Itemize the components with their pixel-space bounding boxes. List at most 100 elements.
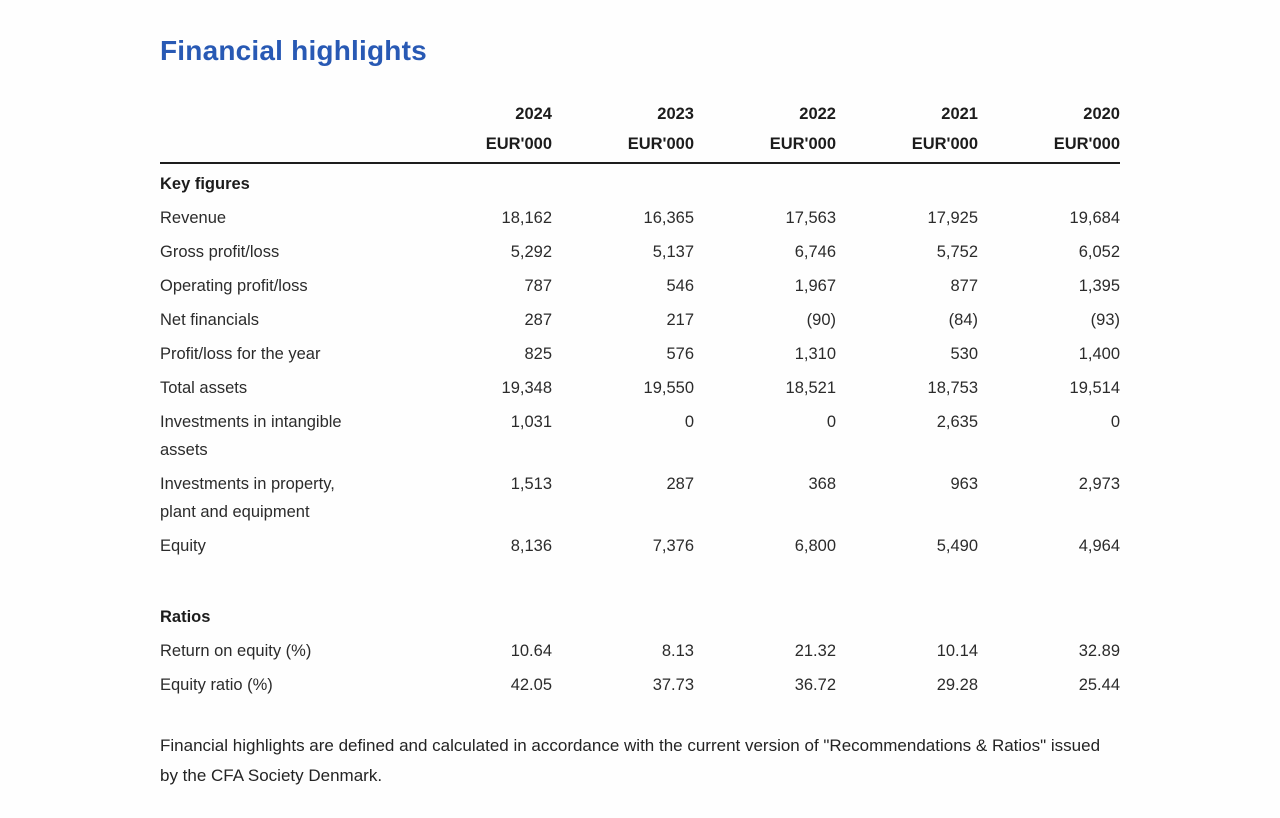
row-value: 32.89 bbox=[1078, 642, 1120, 660]
row-value: 368 bbox=[808, 475, 836, 493]
table-row: Net financials 287 217 (90) (84) (93) bbox=[160, 303, 1120, 337]
section-header-row: Ratios bbox=[160, 563, 1120, 634]
row-value: 1,310 bbox=[794, 345, 836, 363]
table-row: Investments in property, plant and equip… bbox=[160, 467, 1120, 529]
row-value: 42.05 bbox=[510, 676, 552, 694]
table-row: Investments in intangible assets 1,031 0 0 2… bbox=[160, 405, 1120, 467]
section-label: Ratios bbox=[160, 608, 211, 626]
row-value: 10.14 bbox=[936, 642, 978, 660]
row-value: 10.64 bbox=[510, 642, 552, 660]
row-value: 16,365 bbox=[643, 209, 694, 227]
row-value: 2,973 bbox=[1078, 475, 1120, 493]
row-value: 37.73 bbox=[652, 676, 694, 694]
row-value: 19,550 bbox=[643, 379, 694, 397]
row-value: 963 bbox=[950, 475, 978, 493]
row-value: 18,162 bbox=[501, 209, 552, 227]
row-value: 29.28 bbox=[936, 676, 978, 694]
row-label: Profit/loss for the year bbox=[160, 345, 321, 363]
row-label: Gross profit/loss bbox=[160, 243, 280, 261]
row-value: 1,513 bbox=[510, 475, 552, 493]
row-value: 8.13 bbox=[661, 642, 694, 660]
row-value: 2,635 bbox=[936, 413, 978, 431]
unit-label: EUR'000 bbox=[836, 129, 978, 164]
row-value: 576 bbox=[666, 345, 694, 363]
row-label: Equity ratio (%) bbox=[160, 676, 273, 694]
table-row: Total assets 19,348 19,550 18,521 18,753 19,5… bbox=[160, 371, 1120, 405]
year-header-2023: 2023 bbox=[657, 105, 694, 123]
table-row: Operating profit/loss 787 546 1,967 877 1,395 bbox=[160, 269, 1120, 303]
table-row: Equity ratio (%) 42.05 37.73 36.72 29.28 25.4… bbox=[160, 668, 1120, 702]
table-row: Profit/loss for the year 825 576 1,310 530 1,… bbox=[160, 337, 1120, 371]
page-title: Financial highlights bbox=[160, 35, 427, 66]
row-value: 546 bbox=[666, 277, 694, 295]
row-value: 1,031 bbox=[510, 413, 552, 431]
row-label: Investments in property, plant and equip… bbox=[160, 475, 335, 521]
row-value: 0 bbox=[1110, 413, 1120, 431]
row-value: 18,521 bbox=[785, 379, 836, 397]
year-header-2021: 2021 bbox=[941, 105, 978, 123]
row-label: Revenue bbox=[160, 209, 227, 227]
row-label: Investments in intangible assets bbox=[160, 413, 342, 459]
row-label: Equity bbox=[160, 537, 206, 555]
row-label: Operating profit/loss bbox=[160, 277, 308, 295]
section-label: Key figures bbox=[160, 175, 250, 193]
row-value: 21.32 bbox=[794, 642, 836, 660]
row-value: 217 bbox=[666, 311, 694, 329]
unit-label: EUR'000 bbox=[552, 129, 694, 164]
row-value: 1,395 bbox=[1078, 277, 1120, 295]
row-value: 5,490 bbox=[936, 537, 978, 555]
row-value: 287 bbox=[666, 475, 694, 493]
row-value: 530 bbox=[950, 345, 978, 363]
header-spacer bbox=[160, 129, 410, 164]
unit-label: EUR'000 bbox=[694, 129, 836, 164]
table-row: Return on equity (%) 10.64 8.13 21.32 10.14 3… bbox=[160, 634, 1120, 668]
row-value: 6,052 bbox=[1078, 243, 1120, 261]
row-value: 8,136 bbox=[510, 537, 552, 555]
row-label: Return on equity (%) bbox=[160, 642, 312, 660]
footnote: Financial highlights are defined and cal… bbox=[160, 736, 1101, 785]
row-value: 1,400 bbox=[1078, 345, 1120, 363]
row-value: 287 bbox=[524, 311, 552, 329]
table-row: Gross profit/loss 5,292 5,137 6,746 5,752 6,0… bbox=[160, 235, 1120, 269]
table-body: Key figures Revenue 18,162 16,365 17,563 17,9… bbox=[160, 163, 1120, 702]
row-value: 0 bbox=[684, 413, 694, 431]
row-value: 825 bbox=[524, 345, 552, 363]
row-value: 19,348 bbox=[501, 379, 552, 397]
financial-highlights-table: 2024 2023 2022 2021 2020 EUR'000 EUR'000 EUR'0… bbox=[160, 99, 1120, 702]
row-value: 877 bbox=[950, 277, 978, 295]
row-value: 1,967 bbox=[794, 277, 836, 295]
table-header: 2024 2023 2022 2021 2020 EUR'000 EUR'000 EUR'0… bbox=[160, 99, 1120, 164]
page-content: Financial highlights 2024 2023 2022 2021 202… bbox=[160, 34, 1120, 791]
section-header-row: Key figures bbox=[160, 163, 1120, 201]
row-value: (84) bbox=[948, 311, 978, 329]
year-header-2024: 2024 bbox=[515, 105, 552, 123]
row-value: 6,800 bbox=[794, 537, 836, 555]
row-value: 18,753 bbox=[927, 379, 978, 397]
row-value: 19,514 bbox=[1069, 379, 1120, 397]
row-label: Total assets bbox=[160, 379, 248, 397]
row-value: 5,137 bbox=[652, 243, 694, 261]
row-value: (93) bbox=[1090, 311, 1120, 329]
row-value: 6,746 bbox=[794, 243, 836, 261]
header-spacer bbox=[160, 99, 410, 129]
row-value: 25.44 bbox=[1078, 676, 1120, 694]
row-value: 5,752 bbox=[936, 243, 978, 261]
row-value: 17,563 bbox=[785, 209, 836, 227]
row-value: 19,684 bbox=[1069, 209, 1120, 227]
unit-label: EUR'000 bbox=[410, 129, 552, 164]
row-value: (90) bbox=[806, 311, 836, 329]
row-value: 787 bbox=[524, 277, 552, 295]
unit-label: EUR'000 bbox=[978, 129, 1120, 164]
row-value: 36.72 bbox=[794, 676, 836, 694]
row-value: 17,925 bbox=[927, 209, 978, 227]
year-header-row: 2024 2023 2022 2021 2020 bbox=[160, 99, 1120, 129]
year-header-2020: 2020 bbox=[1083, 105, 1120, 123]
row-label: Net financials bbox=[160, 311, 260, 329]
table-row: Revenue 18,162 16,365 17,563 17,925 19,684 bbox=[160, 201, 1120, 235]
row-value: 7,376 bbox=[652, 537, 694, 555]
year-header-2022: 2022 bbox=[799, 105, 836, 123]
unit-header-row: EUR'000 EUR'000 EUR'000 EUR'000 EUR'000 bbox=[160, 129, 1120, 164]
row-value: 4,964 bbox=[1078, 537, 1120, 555]
row-value: 0 bbox=[826, 413, 836, 431]
